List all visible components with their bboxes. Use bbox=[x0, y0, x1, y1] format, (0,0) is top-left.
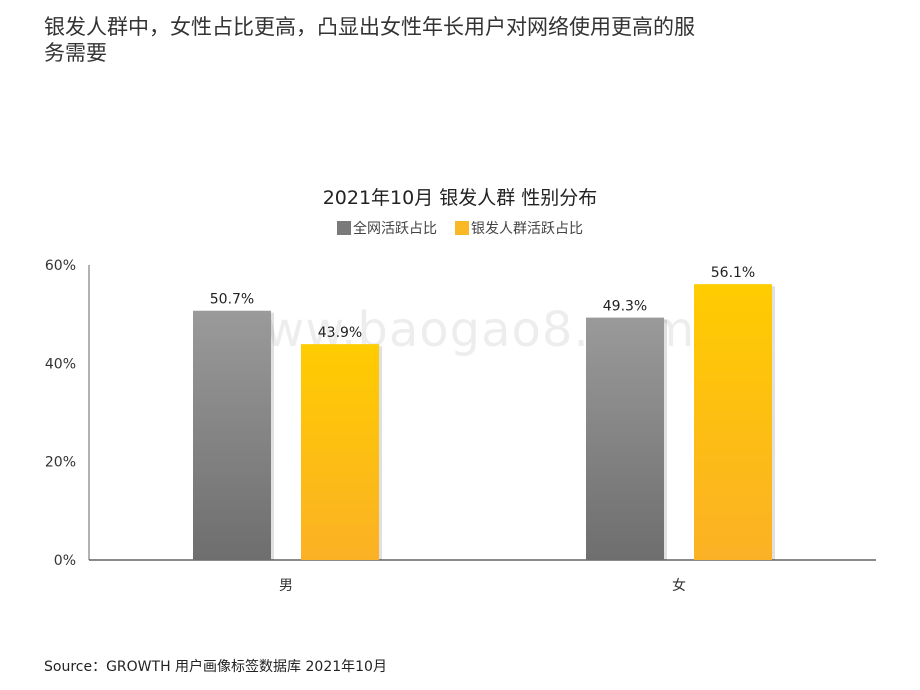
legend-item-silver: 银发人群活跃占比 bbox=[455, 218, 583, 238]
y-tick-label: 0% bbox=[54, 553, 76, 569]
legend-swatch-silver bbox=[455, 221, 469, 235]
x-tick-label: 女 bbox=[672, 577, 686, 594]
legend-label-all: 全网活跃占比 bbox=[353, 221, 437, 237]
data-label: 49.3% bbox=[603, 299, 647, 315]
legend-label-silver: 银发人群活跃占比 bbox=[471, 221, 583, 237]
y-tick-label: 60% bbox=[45, 258, 76, 274]
chart-title: 2021年10月 银发人群 性别分布 bbox=[322, 187, 598, 209]
y-tick-label: 40% bbox=[45, 356, 76, 372]
data-label: 50.7% bbox=[210, 292, 254, 308]
bar-all-female bbox=[586, 317, 664, 560]
data-label: 56.1% bbox=[711, 265, 755, 281]
headline: 银发人群中，女性占比更高，凸显出女性年长用户对网络使用更高的服务需要 bbox=[44, 15, 695, 65]
y-tick-label: 20% bbox=[45, 455, 76, 471]
legend-item-all: 全网活跃占比 bbox=[337, 218, 437, 238]
source-note: Source：GROWTH 用户画像标签数据库 2021年10月 bbox=[44, 659, 387, 675]
bar-all-male bbox=[193, 310, 271, 560]
chart-legend: 全网活跃占比 银发人群活跃占比 bbox=[0, 218, 920, 238]
x-tick-label: 男 bbox=[279, 578, 293, 594]
legend-swatch-all bbox=[337, 221, 351, 235]
bar-silver-female bbox=[694, 284, 772, 560]
data-label: 43.9% bbox=[318, 325, 362, 341]
bar-silver-male bbox=[301, 344, 379, 560]
